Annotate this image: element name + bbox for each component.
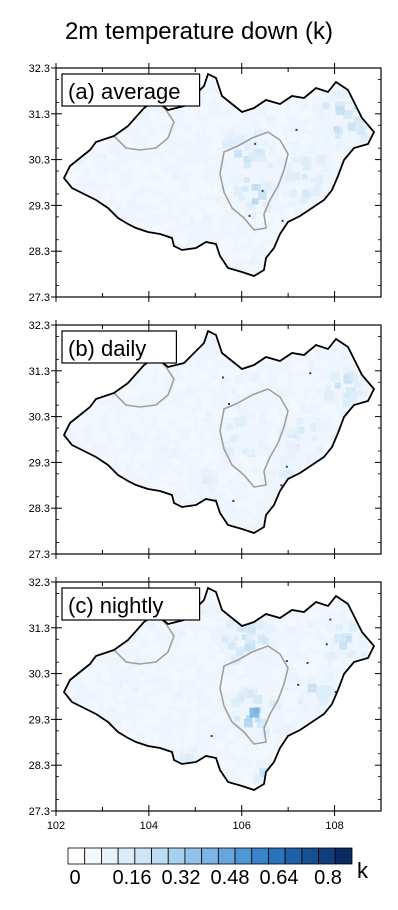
colorbar-label: 0 [69,867,80,889]
colorbar-swatch [84,847,102,865]
colorbar-swatch [217,847,236,865]
svg-text:(a) average: (a) average [68,79,181,104]
lon-tick-label: 108 [325,820,343,832]
map-panel-a: 32.3 31.3 30.3 29.3 28.3 27.3 (a) average [29,63,382,304]
lat-tick-label: 30.3 [29,412,50,424]
lat-tick-label: 29.3 [29,714,50,726]
region-outline [62,329,376,534]
colorbar-swatch [184,847,203,865]
colorbar-swatch [334,847,353,865]
region-outline [62,72,376,277]
colorbar-swatch [151,847,169,865]
colorbar-swatch [134,847,152,865]
lat-tick-label: 27.3 [29,806,50,818]
lat-tick-label: 31.3 [29,623,50,635]
colorbar-swatch [67,847,86,865]
province-border [219,131,289,231]
province-border [219,388,289,488]
colorbar-swatch [234,847,253,865]
colorbar-label: 0.48 [211,867,250,889]
lon-tick-label: 106 [233,820,251,832]
lat-tick-label: 29.3 [29,200,50,212]
colorbar-swatch [318,847,336,865]
province-border [219,645,289,745]
colorbar-swatch [117,847,136,865]
svg-text:(c) nightly: (c) nightly [68,593,163,618]
figure-title: 2m temperature down (k) [64,18,334,45]
colorbar-swatch [301,847,319,865]
colorbar-swatch [284,847,303,865]
lat-tick-label: 29.3 [29,457,50,469]
lat-tick-label: 27.3 [29,549,50,561]
colorbar-swatch [268,847,286,865]
lat-tick-label: 31.3 [29,366,50,378]
colorbar-swatch [251,847,269,865]
colorbar-label: 0.8 [314,867,342,889]
map-panel-c: 32.3 31.3 30.3 29.3 28.3 27.3 (c) nightly [29,577,382,818]
region-outline [62,586,376,791]
lon-tick-label: 104 [140,820,158,832]
lat-tick-label: 32.3 [29,320,50,332]
colorbar: 0 0.16 0.32 0.48 0.64 0.8 k [67,847,369,889]
colorbar-swatch [167,847,186,865]
panel-label-b: (b) daily [61,330,178,364]
colorbar-unit: k [357,858,369,883]
map-panel-b: 32.3 31.3 30.3 29.3 28.3 27.3 (b) daily [29,320,382,561]
lon-tick-label: 102 [47,820,65,832]
colorbar-label: 0.32 [162,867,201,889]
colorbar-label: 0.64 [260,867,299,889]
colorbar-label: 0.16 [113,867,152,889]
lat-tick-label: 31.3 [29,109,50,121]
svg-text:(b) daily: (b) daily [68,336,146,361]
lat-tick-label: 30.3 [29,155,50,167]
panel-label-c: (c) nightly [61,587,201,621]
lat-tick-label: 32.3 [29,63,50,75]
lat-tick-label: 28.3 [29,246,50,258]
colorbar-swatch [101,847,119,865]
panel-label-a: (a) average [61,73,201,107]
colorbar-swatch [201,847,219,865]
lat-tick-label: 28.3 [29,760,50,772]
lat-tick-label: 28.3 [29,503,50,515]
lat-tick-label: 30.3 [29,669,50,681]
lat-tick-label: 27.3 [29,292,50,304]
lat-tick-label: 32.3 [29,577,50,589]
